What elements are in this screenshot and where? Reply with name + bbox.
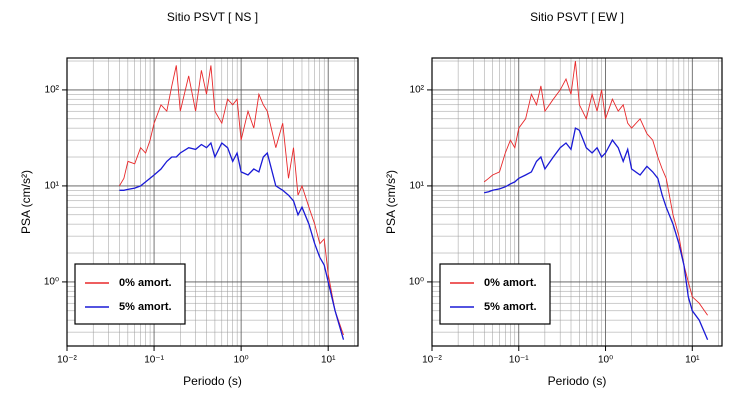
x-tick-label: 10⁰: [598, 355, 613, 366]
series-line: [484, 127, 709, 340]
x-tick-label: 10⁻²: [57, 355, 77, 366]
x-tick-label: 10⁰: [234, 355, 249, 366]
y-tick-label: 10¹: [410, 181, 425, 192]
y-tick-label: 10⁰: [409, 277, 424, 288]
legend-label: 5% amort.: [484, 301, 537, 313]
x-tick-label: 10⁻²: [422, 355, 442, 366]
series-line: [483, 60, 708, 316]
legend-label: 0% amort.: [484, 277, 537, 289]
legend-label: 0% amort.: [119, 277, 172, 289]
legend-box: [74, 263, 186, 325]
series-line: [119, 65, 344, 336]
chart-title: Sitio PSVT [ EW ]: [530, 10, 624, 24]
y-axis-label: PSA (cm/s²): [384, 170, 398, 234]
x-axis-label: Periodo (s): [183, 374, 242, 388]
y-tick-label: 10²: [410, 85, 425, 96]
x-axis-label: Periodo (s): [548, 374, 607, 388]
plot-frame: [431, 57, 723, 347]
legend-box: [439, 263, 551, 325]
y-tick-label: 10¹: [45, 181, 60, 192]
legend-label: 5% amort.: [119, 301, 172, 313]
x-tick-label: 10¹: [321, 355, 336, 366]
x-tick-label: 10¹: [685, 355, 700, 366]
series-line: [119, 141, 345, 340]
chart-title: Sitio PSVT [ NS ]: [167, 10, 258, 24]
x-tick-label: 10⁻¹: [509, 355, 529, 366]
x-tick-label: 10⁻¹: [144, 355, 164, 366]
plot-frame: [66, 57, 359, 347]
y-tick-label: 10²: [45, 85, 60, 96]
y-tick-label: 10⁰: [44, 277, 59, 288]
y-axis-label: PSA (cm/s²): [19, 170, 33, 234]
